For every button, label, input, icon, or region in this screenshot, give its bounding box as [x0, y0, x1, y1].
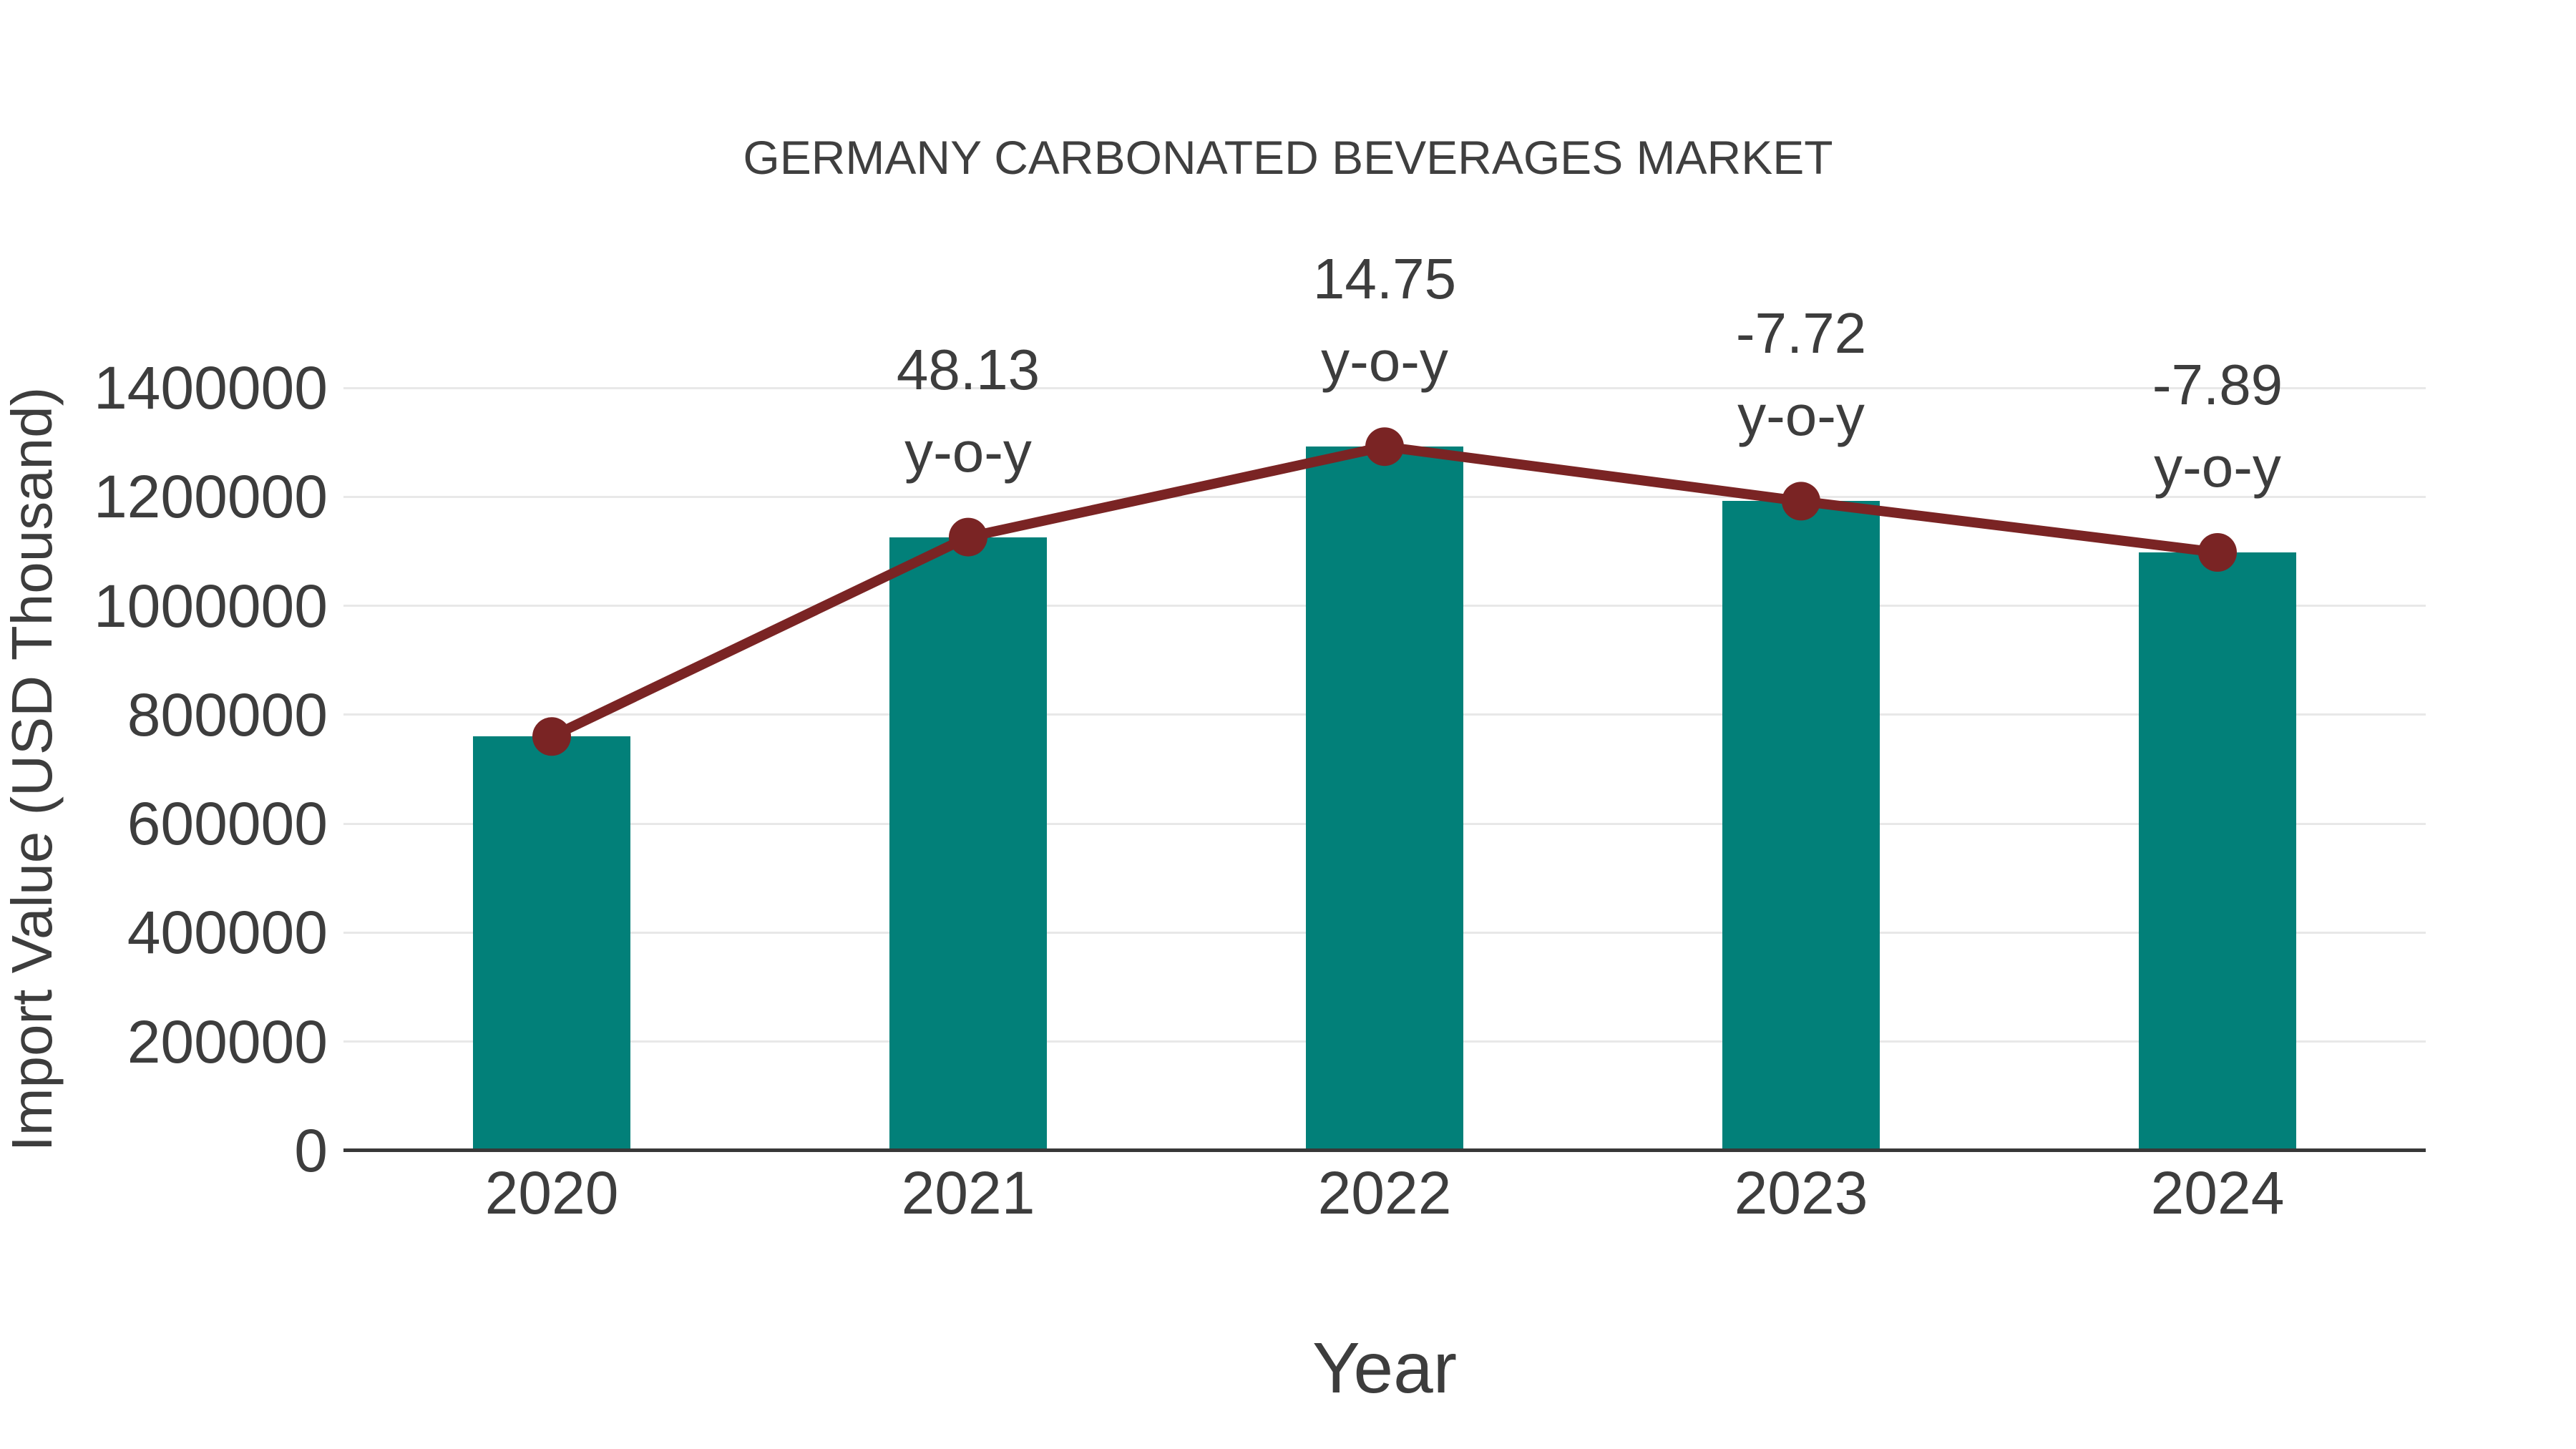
- x-tick-label-2020: 2020: [484, 1159, 619, 1226]
- y-tick-label: 400000: [127, 899, 328, 967]
- y-tick-label: 1200000: [93, 463, 328, 531]
- bar-2020: [473, 736, 630, 1151]
- annotation-yoy-label: y-o-y: [2154, 434, 2281, 499]
- annotation-yoy-label: y-o-y: [1737, 384, 1865, 448]
- x-axis-line: [343, 1148, 2426, 1152]
- annotation-value: -7.72: [1735, 301, 1867, 366]
- y-tick-label: 1000000: [93, 572, 328, 640]
- chart-title: GERMANY CARBONATED BEVERAGES MARKET: [743, 131, 1833, 184]
- annotation-value: -7.89: [2152, 352, 2283, 416]
- annotation-value: 48.13: [896, 337, 1040, 401]
- y-tick-label: 0: [294, 1117, 328, 1184]
- y-tick-label: 1400000: [93, 354, 328, 421]
- x-axis-title: Year: [1312, 1328, 1458, 1408]
- x-tick-label-2022: 2022: [1317, 1159, 1452, 1226]
- y-tick-label: 200000: [127, 1008, 328, 1075]
- annotation-2021: 48.13 y-o-y: [897, 328, 1040, 493]
- bar-2024: [2139, 552, 2296, 1151]
- x-tick-label-2021: 2021: [901, 1159, 1035, 1226]
- annotation-2022: 14.75 y-o-y: [1313, 238, 1456, 402]
- y-tick-label: 600000: [127, 790, 328, 858]
- annotation-2023: -7.72 y-o-y: [1736, 292, 1866, 457]
- gridline-y-1400000: [343, 386, 2426, 389]
- annotation-yoy-label: y-o-y: [904, 419, 1032, 484]
- x-tick-label-2023: 2023: [1734, 1159, 1868, 1226]
- y-tick-label: 800000: [127, 680, 328, 748]
- bar-2023: [1722, 501, 1880, 1151]
- bar-2021: [889, 537, 1047, 1151]
- y-axis-title: Import Value (USD Thousand): [0, 386, 64, 1152]
- bar-2022: [1306, 447, 1463, 1151]
- x-tick-label-2024: 2024: [2150, 1159, 2285, 1226]
- annotation-yoy-label: y-o-y: [1321, 329, 1448, 394]
- annotation-value: 14.75: [1312, 247, 1457, 311]
- annotation-2024: -7.89 y-o-y: [2152, 343, 2283, 508]
